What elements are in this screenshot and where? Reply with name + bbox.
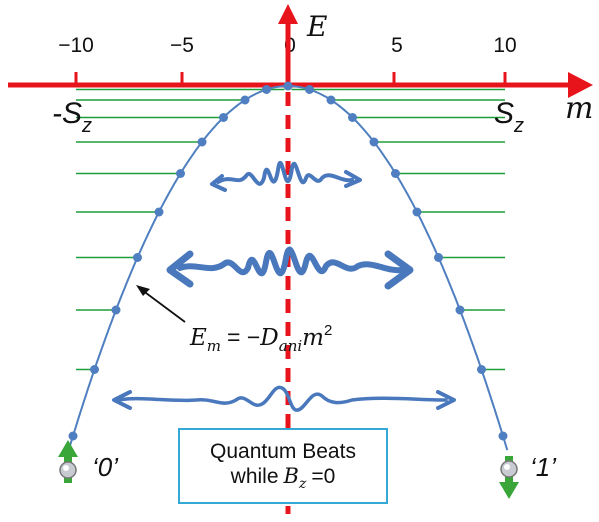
wave-packet-small (210, 160, 362, 192)
arrowhead-icon (344, 170, 362, 188)
tick-label: 10 (493, 34, 516, 57)
level-dot (176, 169, 185, 178)
left-limit-label: -Sz (52, 97, 92, 137)
level-dot (262, 85, 271, 94)
quantum-beats-box: Quantum Beats while Bz =0 (178, 428, 388, 504)
box-line-1: Quantum Beats (210, 439, 356, 463)
level-dot (154, 207, 164, 217)
tick-label: −5 (170, 34, 194, 57)
box-field-symbol: B (283, 464, 299, 489)
m-axis-label: m (565, 91, 593, 126)
level-dot (90, 365, 99, 374)
m-axis-ticks (74, 72, 507, 85)
level-dot (219, 113, 228, 122)
level-dot (283, 81, 293, 91)
arrowhead-icon (436, 390, 456, 410)
box-field-subscript: z (298, 476, 307, 493)
level-dot (391, 169, 400, 178)
level-dot (197, 137, 207, 147)
box-field-var: Bz (284, 464, 307, 493)
arrowhead-icon (384, 250, 414, 290)
energy-axis-arrowhead-icon (278, 4, 298, 24)
state-1-label: ‘1’ (530, 452, 557, 482)
box-line-2: while Bz =0 (231, 464, 336, 493)
level-dot (111, 305, 121, 315)
spin-down-icon (499, 456, 519, 499)
energy-formula: Em = −Danim2 (189, 322, 332, 355)
wave-packet-large (166, 246, 414, 290)
level-dot (240, 95, 250, 105)
arrowhead-icon (210, 174, 227, 192)
arrowhead-icon (166, 250, 194, 288)
level-dot (326, 95, 336, 105)
pointer-arrow-icon (136, 285, 186, 323)
level-dot (412, 207, 422, 217)
m-axis-arrowhead-icon (568, 72, 593, 98)
energy-level-lines (73, 85, 505, 437)
level-dot (455, 305, 465, 315)
spin-up-icon (58, 440, 78, 483)
box-while-text: while (230, 465, 279, 489)
tick-label: 5 (391, 34, 403, 57)
level-dot (348, 113, 357, 122)
level-dot (498, 431, 508, 441)
tick-label: −10 (58, 34, 94, 57)
level-dots (68, 81, 508, 441)
level-dot (477, 365, 486, 374)
level-dot (305, 85, 314, 94)
box-equals-text: =0 (311, 465, 336, 489)
arrowhead-icon (112, 390, 132, 410)
level-dot (369, 137, 379, 147)
wave-packet-wide (112, 385, 456, 412)
level-dot (133, 253, 142, 262)
level-dot (68, 431, 78, 441)
energy-axis-label: E (306, 10, 327, 43)
state-0-label: ‘0’ (92, 452, 119, 482)
level-dot (434, 253, 443, 262)
right-limit-label: Sz (494, 97, 524, 137)
